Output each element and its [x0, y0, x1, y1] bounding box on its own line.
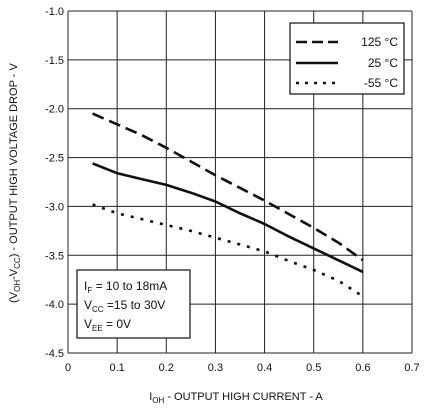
y-axis-title-p0: (V — [8, 291, 20, 303]
condition-vcc-rest: =15 to 30V — [104, 298, 166, 312]
x-tick-label: 0.4 — [257, 362, 272, 374]
y-axis-title: (VOH-VCC) - OUTPUT HIGH VOLTAGE DROP - V — [8, 62, 22, 302]
condition-vee-sub: EE — [92, 324, 103, 333]
x-tick-label: 0.7 — [404, 362, 419, 374]
condition-vcc-sub: CC — [92, 305, 104, 314]
conditions-box: IF = 10 to 18mA VCC =15 to 30V VEE = 0V — [77, 270, 190, 338]
y-tick-label: -3.0 — [45, 201, 64, 213]
y-axis-title-p1: OH — [13, 280, 22, 292]
x-tick-labels: 0 0.1 0.2 0.3 0.4 0.5 0.6 0.7 — [65, 362, 420, 374]
x-axis-title-rest: - OUTPUT HIGH CURRENT - A — [164, 391, 323, 403]
x-tick-label: 0.1 — [109, 362, 124, 374]
x-tick-label: 0.6 — [355, 362, 370, 374]
x-axis-title-sub: OH — [152, 396, 164, 405]
condition-if-rest: = 10 to 18mA — [92, 279, 167, 293]
x-tick-label: 0.5 — [306, 362, 321, 374]
y-tick-label: -4.5 — [45, 348, 64, 360]
condition-vee-main: V — [84, 317, 92, 331]
series-lines — [93, 114, 363, 297]
legend: 125 °C 25 °C -55 °C — [290, 23, 404, 94]
x-tick-label: 0.3 — [208, 362, 223, 374]
condition-vee: VEE = 0V — [84, 317, 131, 333]
y-axis-title-p4: ) - OUTPUT HIGH VOLTAGE DROP - V — [8, 62, 20, 257]
y-tick-label: -1.5 — [45, 55, 64, 67]
condition-if: IF = 10 to 18mA — [84, 279, 167, 295]
legend-label-25: 25 °C — [368, 56, 398, 70]
legend-label-125: 125 °C — [361, 35, 398, 49]
condition-vee-rest: = 0V — [103, 317, 131, 331]
y-tick-label: -1.0 — [45, 6, 64, 18]
y-tick-label: -4.0 — [45, 299, 64, 311]
y-axis-title-p3: CC — [13, 257, 22, 269]
x-axis-title: IOH - OUTPUT HIGH CURRENT - A — [149, 391, 323, 405]
x-tick-label: 0.2 — [159, 362, 174, 374]
condition-vcc-main: V — [84, 298, 92, 312]
y-tick-label: -2.5 — [45, 153, 64, 165]
series-line-0 — [93, 114, 363, 261]
y-axis-title-p2: -V — [8, 268, 20, 280]
y-tick-labels: -1.0 -1.5 -2.0 -2.5 -3.0 -3.5 -4.0 -4.5 — [45, 6, 64, 360]
x-tick-label: 0 — [65, 362, 71, 374]
y-tick-label: -2.0 — [45, 104, 64, 116]
y-tick-label: -3.5 — [45, 250, 64, 262]
legend-label--55: -55 °C — [364, 76, 398, 90]
